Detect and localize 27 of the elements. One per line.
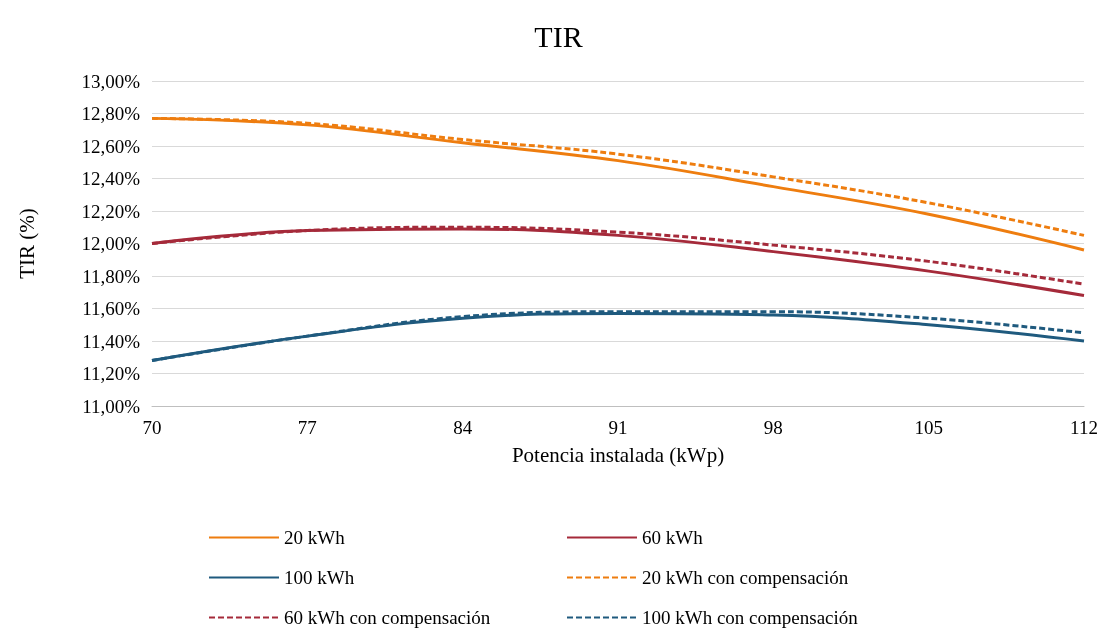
legend-label: 100 kWh bbox=[284, 567, 355, 588]
y-tick-label: 12,20% bbox=[81, 200, 141, 222]
chart-title: TIR bbox=[534, 19, 583, 53]
y-tick-label: 11,00% bbox=[82, 395, 141, 417]
y-tick-label: 13,00% bbox=[81, 70, 141, 92]
y-tick-label: 11,20% bbox=[82, 363, 141, 384]
legend-label: 100 kWh con compensación bbox=[642, 607, 859, 628]
y-tick-label: 11,80% bbox=[82, 265, 141, 287]
y-tick-label: 12,00% bbox=[81, 233, 141, 254]
x-axis-title: Potencia instalada (kWp) bbox=[511, 442, 725, 467]
legend-label: 60 kWh con compensación bbox=[284, 607, 491, 628]
y-tick-label: 11,60% bbox=[82, 298, 141, 319]
x-tick-label: 98 bbox=[763, 417, 783, 438]
x-tick-label: 84 bbox=[453, 417, 473, 438]
legend-label: 20 kWh bbox=[284, 527, 346, 548]
y-tick-label: 12,80% bbox=[81, 103, 141, 124]
x-tick-label: 112 bbox=[1070, 417, 1098, 438]
x-tick-label: 91 bbox=[608, 417, 628, 438]
legend-label: 60 kWh bbox=[642, 527, 704, 548]
x-tick-label: 77 bbox=[297, 417, 317, 438]
y-tick-label: 12,40% bbox=[81, 168, 141, 189]
y-tick-label: 12,60% bbox=[81, 135, 141, 157]
legend-label: 20 kWh con compensación bbox=[642, 567, 849, 588]
x-tick-label: 70 bbox=[142, 417, 162, 438]
y-axis-title: TIR (%) bbox=[14, 208, 39, 279]
y-tick-label: 11,40% bbox=[82, 330, 141, 352]
x-tick-label: 105 bbox=[914, 417, 943, 438]
